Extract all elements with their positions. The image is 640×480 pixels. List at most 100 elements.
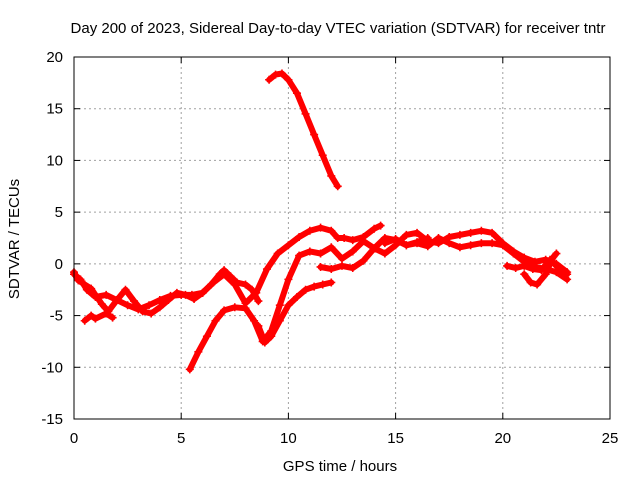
- data-point: [310, 282, 319, 291]
- data-point: [102, 290, 111, 299]
- y-tick-label: 10: [46, 152, 63, 169]
- data-point: [316, 262, 325, 271]
- data-series: [70, 69, 572, 374]
- data-point: [327, 265, 336, 274]
- data-point: [340, 234, 349, 242]
- data-point: [477, 226, 486, 235]
- data-point: [327, 226, 336, 235]
- series-line-arc-b: [71, 267, 262, 317]
- data-point: [316, 249, 325, 258]
- series-line-arc-f: [266, 70, 341, 190]
- data-point: [333, 182, 342, 191]
- data-point: [402, 230, 411, 239]
- data-point: [112, 296, 121, 305]
- data-point: [413, 239, 422, 248]
- data-point: [305, 247, 314, 256]
- data-point: [155, 296, 164, 305]
- data-point: [434, 234, 443, 242]
- data-point: [74, 276, 83, 285]
- data-point: [108, 313, 117, 322]
- data-point: [190, 295, 199, 304]
- data-point: [271, 70, 280, 79]
- data-point: [232, 278, 241, 287]
- data-point: [466, 241, 475, 250]
- data-point: [284, 75, 293, 84]
- data-point: [241, 304, 250, 313]
- data-point: [211, 316, 220, 325]
- series-arc-d: [185, 234, 432, 374]
- series-line-arc-d: [186, 235, 431, 373]
- data-point: [359, 237, 368, 246]
- y-tick-label: -15: [41, 411, 63, 428]
- data-point: [123, 301, 132, 310]
- data-point: [185, 365, 194, 374]
- data-point: [87, 284, 96, 293]
- data-point: [526, 278, 535, 287]
- data-point: [318, 151, 327, 160]
- data-point: [284, 275, 293, 284]
- data-point: [147, 309, 156, 318]
- y-axis-label: SDTVAR / TECUs: [6, 179, 23, 299]
- data-point: [254, 297, 263, 306]
- data-point: [220, 306, 229, 315]
- y-tick-label: -10: [41, 359, 63, 376]
- data-point: [359, 256, 368, 265]
- data-point: [533, 280, 542, 289]
- data-point: [488, 239, 497, 248]
- data-point: [327, 278, 336, 287]
- data-point: [262, 265, 271, 274]
- data-point: [327, 171, 336, 180]
- y-tick-label: 5: [55, 204, 63, 221]
- data-point: [498, 241, 507, 250]
- data-point: [202, 332, 211, 341]
- data-point: [413, 228, 422, 237]
- data-point: [477, 239, 486, 248]
- data-point: [348, 236, 357, 245]
- series-arc-c: [80, 309, 117, 325]
- data-point: [121, 285, 130, 294]
- series-line-arc-e: [255, 279, 335, 346]
- data-point: [338, 261, 346, 270]
- data-point: [130, 297, 139, 306]
- data-point: [488, 228, 497, 237]
- data-point: [348, 263, 357, 272]
- data-point: [391, 235, 400, 244]
- data-point: [292, 292, 301, 301]
- data-point: [138, 307, 147, 316]
- data-point: [164, 296, 173, 305]
- data-point: [254, 321, 263, 330]
- data-point: [305, 226, 314, 235]
- data-point: [91, 314, 100, 323]
- data-point: [455, 243, 464, 252]
- data-point: [520, 261, 529, 270]
- data-point: [376, 221, 385, 230]
- data-point: [198, 288, 207, 297]
- data-point: [87, 311, 96, 320]
- data-point: [215, 270, 224, 279]
- data-point: [402, 241, 411, 250]
- data-point: [455, 230, 464, 239]
- series-arc-b: [70, 266, 263, 318]
- data-point: [145, 301, 154, 310]
- data-point: [265, 75, 274, 84]
- x-axis-label: GPS time / hours: [283, 458, 397, 475]
- data-point: [102, 309, 111, 318]
- data-point: [273, 249, 282, 258]
- data-point: [327, 243, 336, 252]
- plot-frame: [73, 56, 611, 420]
- data-point: [241, 280, 250, 289]
- data-point: [194, 347, 203, 356]
- data-point: [295, 232, 304, 241]
- data-point: [97, 300, 106, 309]
- series-arc-f: [265, 69, 342, 191]
- data-point: [275, 301, 284, 310]
- y-tick-label: 0: [55, 256, 63, 273]
- data-point: [380, 239, 389, 248]
- series-arc-e: [254, 278, 336, 347]
- data-point: [155, 303, 164, 312]
- data-point: [466, 228, 475, 237]
- data-point: [295, 251, 304, 260]
- data-point: [370, 224, 379, 233]
- data-point: [503, 261, 512, 270]
